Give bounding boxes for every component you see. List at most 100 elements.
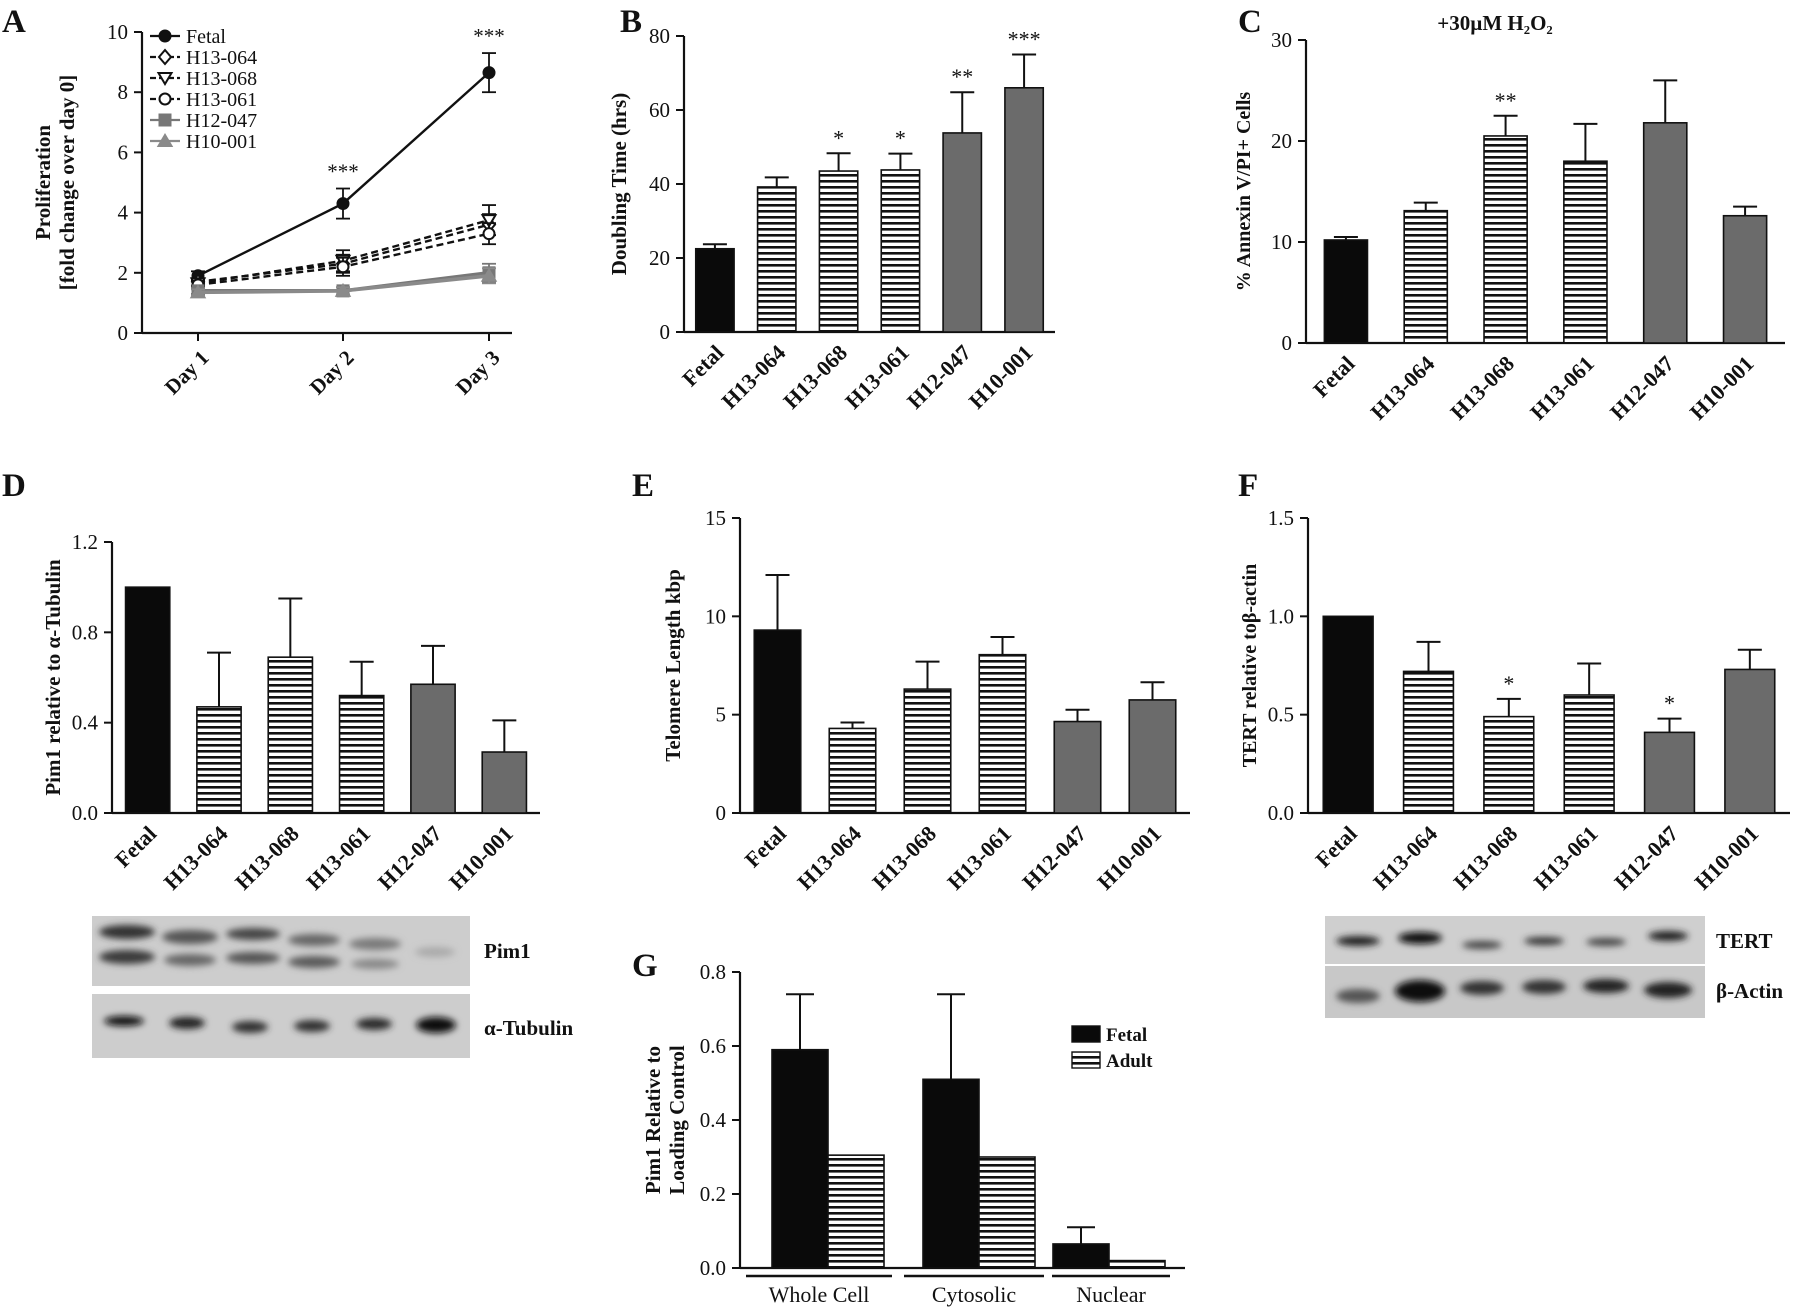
panel-label-g: G [632, 948, 658, 984]
panel-a-category-label: Day 2 [305, 346, 359, 400]
panel-a-legend-label: H13-061 [186, 89, 257, 111]
panel-b-significance-marker: ** [951, 64, 973, 89]
blot-bands-tubulin [104, 1016, 456, 1033]
panel-f-category-label: H13-064 [1368, 821, 1442, 895]
panel-f-y-tick-label: 0.5 [1268, 703, 1294, 727]
panel-b-bar [1004, 87, 1045, 333]
panel-a-legend-marker [158, 113, 172, 127]
panel-a-point [482, 227, 496, 241]
panel-e-y-axis-label: Telomere Length kbp [661, 569, 685, 762]
panel-d-category-label: H10-001 [444, 821, 518, 895]
panel-e-y-tick-label: 10 [705, 604, 726, 628]
panel-e-category-label: H10-001 [1092, 821, 1166, 895]
panel-a-y-tick-label: 6 [118, 140, 129, 164]
panel-a-series-h10-001 [189, 267, 498, 299]
panel-d-y-tick-label: 1.2 [72, 530, 98, 554]
panel-e-bar [1128, 699, 1177, 814]
panel-e-category-label: H13-064 [792, 821, 866, 895]
panel-g-bar [827, 1154, 885, 1269]
panel-g-category-label: Whole Cell [769, 1282, 870, 1307]
blot-strip-actin [1325, 966, 1705, 1018]
blot-bands-actin [1336, 979, 1692, 1003]
panel-e-bar [753, 629, 802, 814]
blot-bands-pim1 [99, 925, 455, 969]
blot-label-tubulin: α-Tubulin [484, 1016, 573, 1040]
panel-b-category-label: H13-061 [840, 340, 914, 414]
panel-e-y-tick-label: 5 [716, 703, 727, 727]
panel-a-y-axis-label: [fold change over day 0] [55, 75, 79, 290]
panel-g-bar [922, 1078, 980, 1269]
panel-d-bar [124, 586, 171, 814]
panel-a-y-tick-label: 0 [118, 321, 129, 345]
panel-b-bar [880, 169, 921, 333]
panel-d-bar [267, 656, 314, 814]
panel-g-legend-swatch [1071, 1051, 1101, 1069]
western-blot-f: TERT β-Actin [1325, 916, 1783, 1018]
panel-a-point [189, 284, 207, 299]
panel-d-category-label: H13-061 [301, 821, 375, 895]
panel-e-bar [903, 688, 952, 814]
panel-g-y-tick-label: 0.2 [700, 1182, 726, 1206]
panel-b-y-tick-label: 0 [660, 320, 671, 344]
panel-g-bar [771, 1048, 829, 1269]
panel-g-chart: 0.0 0.2 0.4 0.6 0.8 Pim1 Relative to Loading C… [641, 960, 1185, 1307]
panel-e-category-label: Fetal [740, 821, 791, 872]
panel-f-category-label: H10-001 [1690, 821, 1764, 895]
panel-a-legend-label: H12-047 [186, 110, 257, 132]
panel-b-category-label: H13-068 [778, 340, 852, 414]
panel-f-bar [1402, 670, 1455, 814]
panel-a-point [482, 66, 496, 80]
panel-label-d: D [2, 468, 26, 504]
western-blot-d: Pim1 α-Tubulin [92, 916, 573, 1058]
panel-a-legend-marker [157, 48, 173, 66]
panel-f-y-tick-label: 1.0 [1268, 604, 1294, 628]
panel-b-y-tick-label: 40 [649, 172, 670, 196]
panel-a-legend-label: H13-064 [186, 47, 257, 69]
panel-b-significance-marker: *** [1008, 27, 1041, 52]
panel-c-bar [1323, 239, 1369, 344]
panel-g-bar [978, 1156, 1036, 1269]
panel-g-category-label: Nuclear [1076, 1282, 1146, 1307]
panel-d-chart: 0.0 0.4 0.8 1.2 Pim1 relative to α-Tubulin Fe… [41, 530, 540, 895]
panel-a-legend-marker [156, 72, 174, 86]
panel-g-legend-swatch [1071, 1025, 1101, 1043]
panel-a-point [480, 214, 498, 229]
panel-b-y-tick-label: 60 [649, 98, 670, 122]
panel-a-significance-marker: *** [473, 24, 505, 48]
panel-f-category-label: H12-047 [1609, 821, 1683, 895]
panel-b-chart: 0 20 40 60 80 Doubling Time (hrs) FetalH13-064… [607, 24, 1055, 414]
panel-label-f: F [1238, 468, 1258, 504]
panel-a-significance-marker: *** [327, 160, 359, 184]
panel-b-significance-marker: * [833, 125, 844, 150]
panel-c-bar [1403, 209, 1449, 344]
panel-b-y-tick-label: 20 [649, 246, 670, 270]
panel-d-category-label: H13-068 [230, 821, 304, 895]
panel-d-y-tick-label: 0.8 [72, 620, 98, 644]
panel-g-y-tick-label: 0.4 [700, 1108, 727, 1132]
panel-a-y-tick-label: 10 [107, 20, 128, 44]
panel-a-legend-label: H10-001 [186, 131, 257, 153]
panel-d-category-label: H13-064 [159, 821, 233, 895]
panel-a-legend-label: Fetal [186, 26, 226, 48]
panel-a-legend-marker [156, 133, 174, 147]
panel-e-y-tick-label: 15 [705, 506, 726, 530]
panel-f-bar [1563, 694, 1615, 814]
panel-f-bar [1483, 715, 1535, 814]
panel-f-category-label: H13-061 [1529, 821, 1603, 895]
panel-label-c: C [1238, 4, 1262, 40]
panel-g-bar [1052, 1243, 1110, 1269]
panel-c-y-tick-label: 0 [1282, 331, 1293, 355]
panel-c-category-label: H13-064 [1365, 351, 1439, 425]
panel-g-category-label: Cytosolic [932, 1282, 1017, 1307]
panel-c-y-tick-label: 20 [1271, 129, 1292, 153]
panel-a-legend-marker [158, 92, 172, 106]
panel-b-category-label: H10-001 [964, 340, 1038, 414]
panel-c-category-label: H13-068 [1445, 351, 1519, 425]
panel-c-category-label: H12-047 [1605, 351, 1679, 425]
panel-g-y-tick-label: 0.0 [700, 1256, 726, 1280]
panel-a-point [334, 282, 352, 297]
panel-b-bar [818, 170, 859, 333]
panel-c-bar [1483, 135, 1528, 344]
blot-bands-tert [1336, 931, 1688, 949]
